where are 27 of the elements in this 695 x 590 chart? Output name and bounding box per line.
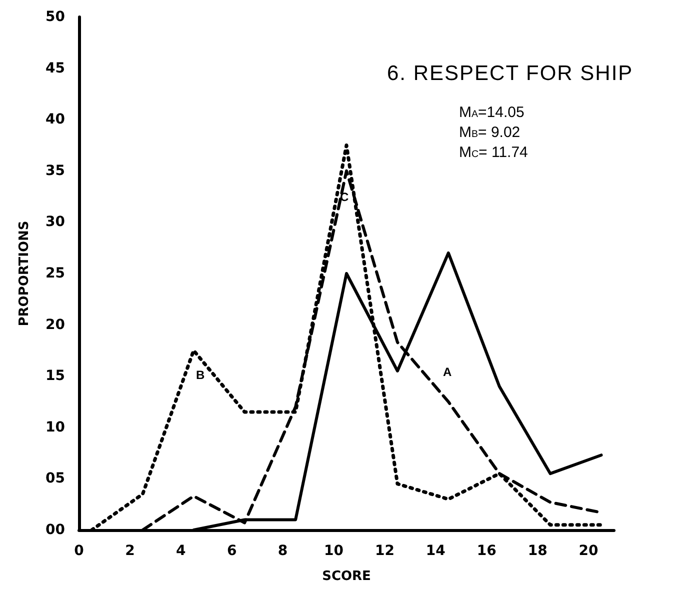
x-tick-label: 18 — [528, 543, 548, 559]
y-tick-label: 20 — [46, 316, 66, 333]
y-tick-label: 25 — [46, 266, 65, 282]
y-tick-label: 40 — [46, 112, 66, 128]
x-tick-label: 0 — [74, 543, 84, 559]
x-tick-label: 16 — [476, 543, 496, 559]
y-tick-label: 10 — [46, 419, 66, 436]
x-tick-label: 2 — [125, 543, 135, 559]
y-tick-label: 45 — [46, 60, 65, 76]
y-tick-label: 00 — [46, 522, 66, 538]
annotation: B — [196, 368, 205, 382]
x-tick-label: 8 — [278, 543, 288, 559]
x-axis-title: SCORE — [322, 569, 371, 584]
y-axis-title: PROPORTIONS — [17, 220, 32, 326]
y-tick-label: 05 — [46, 470, 65, 487]
y-tick-label: 35 — [46, 162, 65, 179]
x-tick-label: 6 — [226, 543, 237, 559]
x-tick-label: 4 — [176, 543, 186, 559]
x-tick-label: 20 — [578, 543, 599, 559]
text: 6. RESPECT FOR SHIP — [387, 62, 634, 86]
annotation: A — [443, 365, 452, 379]
x-tick-label: 12 — [374, 543, 394, 559]
x-tick-label: 10 — [324, 543, 344, 559]
y-tick-label: 30 — [46, 214, 66, 230]
y-tick-label: 50 — [46, 9, 66, 25]
y-tick-label: 15 — [46, 368, 65, 384]
x-tick-label: 14 — [426, 543, 446, 559]
